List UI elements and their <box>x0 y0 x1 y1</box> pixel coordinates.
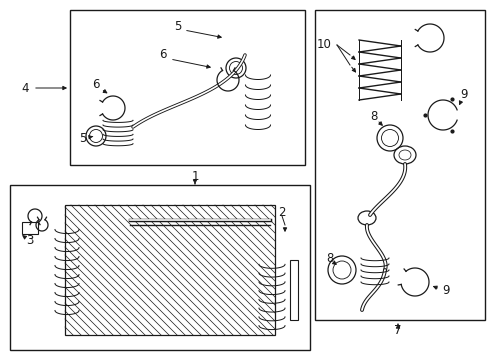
Text: 2: 2 <box>278 206 286 219</box>
Text: 9: 9 <box>442 284 450 297</box>
Bar <box>361 255 389 285</box>
Bar <box>315 10 485 320</box>
Text: 1: 1 <box>191 171 199 184</box>
Bar <box>70 10 305 165</box>
Text: 8: 8 <box>326 252 334 265</box>
Text: 5: 5 <box>79 131 87 144</box>
Text: 4: 4 <box>21 81 29 94</box>
Bar <box>103 118 133 146</box>
Bar <box>65 205 275 335</box>
Bar <box>22 222 38 234</box>
Bar <box>10 185 310 350</box>
Bar <box>245 70 270 130</box>
Bar <box>259 260 285 330</box>
Text: 7: 7 <box>394 324 402 337</box>
Text: 10: 10 <box>317 39 331 51</box>
Text: 9: 9 <box>460 89 468 102</box>
Bar <box>55 225 79 315</box>
Text: 8: 8 <box>370 109 378 122</box>
Text: 6: 6 <box>92 78 100 91</box>
Text: 6: 6 <box>159 49 167 62</box>
Text: 3: 3 <box>26 234 34 247</box>
Bar <box>290 260 298 320</box>
Text: 5: 5 <box>174 19 182 32</box>
